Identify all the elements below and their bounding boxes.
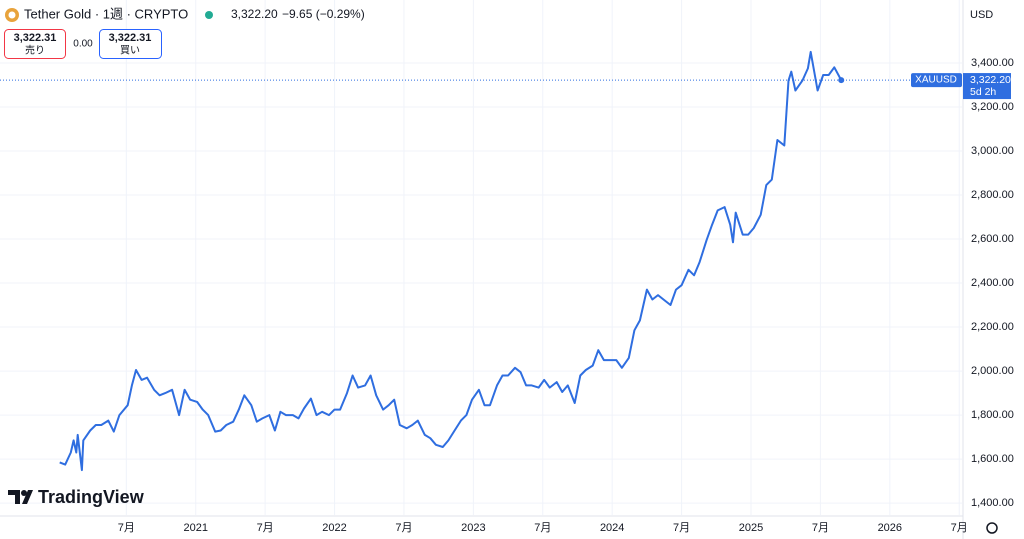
y-tick-label: 2,600.00 xyxy=(971,233,1014,245)
x-tick-label: 2023 xyxy=(461,522,485,534)
y-tick-label: 3,000.00 xyxy=(971,145,1014,157)
y-tick-label: 1,400.00 xyxy=(971,497,1014,509)
series-name: XAUUSD xyxy=(915,75,957,86)
x-tick-label: 7月 xyxy=(257,522,274,534)
spread: 0.00 xyxy=(73,39,93,50)
brand: TradingView xyxy=(38,487,145,507)
price-line xyxy=(59,50,843,472)
price-change: −9.65 (−0.29%) xyxy=(282,7,365,21)
settings-icon[interactable] xyxy=(986,522,998,534)
market-status[interactable] xyxy=(205,11,213,19)
x-tick-label: 2026 xyxy=(878,522,902,534)
x-tick-label: 7月 xyxy=(395,522,412,534)
x-tick-label: 7月 xyxy=(118,522,135,534)
y-tick-label: 2,000.00 xyxy=(971,365,1014,377)
x-tick-label: 2024 xyxy=(600,522,624,534)
y-tick-label: 2,800.00 xyxy=(971,189,1014,201)
x-tick-label: 2021 xyxy=(183,522,207,534)
price-tag-countdown: 5d 2h xyxy=(970,86,996,98)
y-tick-label: 2,200.00 xyxy=(971,321,1014,333)
y-tick-label: 3,200.00 xyxy=(971,101,1014,113)
brand-logo-dot xyxy=(21,490,27,496)
buy-label[interactable]: 買い xyxy=(120,45,140,57)
plot xyxy=(0,50,962,472)
buy-price[interactable]: 3,322.31 xyxy=(109,32,152,44)
symbol-logo-inner xyxy=(8,11,16,19)
price-tag xyxy=(963,73,1011,100)
y-tick-label: 2,400.00 xyxy=(971,277,1014,289)
x-tick-label: 7月 xyxy=(673,522,690,534)
y-tick-label: 1,600.00 xyxy=(971,453,1014,465)
sell-label[interactable]: 売り xyxy=(25,44,45,57)
x-tick-label: 7月 xyxy=(951,522,968,534)
settings-button[interactable] xyxy=(986,522,998,534)
x-tick-label: 2025 xyxy=(739,522,763,534)
y-tick-label: 1,800.00 xyxy=(971,409,1014,421)
price-tag-value: 3,322.20 xyxy=(970,74,1011,86)
last-price-dot xyxy=(838,77,845,84)
x-tick-label: 2022 xyxy=(322,522,346,534)
x-tick-label: 7月 xyxy=(534,522,551,534)
x-tick-label: 7月 xyxy=(812,522,829,534)
symbol-title[interactable]: Tether Gold · 1週 · CRYPTO xyxy=(24,6,188,21)
price: 3,322.20 xyxy=(231,7,278,21)
grid xyxy=(0,0,962,515)
sell-price[interactable]: 3,322.31 xyxy=(14,32,57,44)
brand-logo xyxy=(8,490,33,504)
buy-button[interactable] xyxy=(99,29,162,59)
currency[interactable]: USD xyxy=(970,9,993,21)
series-tag xyxy=(911,73,962,88)
sell-button[interactable] xyxy=(4,29,66,59)
y-tick-label: 3,400.00 xyxy=(971,57,1014,69)
